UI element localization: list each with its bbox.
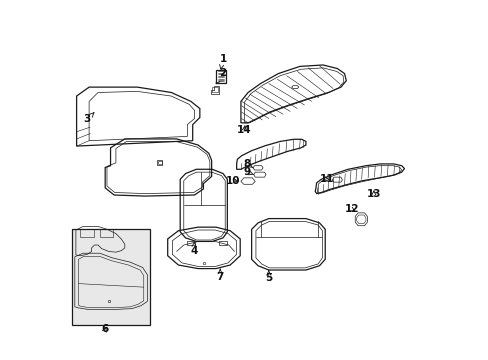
Text: 6: 6 bbox=[102, 324, 109, 334]
Text: 14: 14 bbox=[237, 125, 251, 135]
Text: 13: 13 bbox=[366, 189, 380, 199]
Text: 5: 5 bbox=[264, 270, 272, 283]
Text: 12: 12 bbox=[344, 204, 358, 214]
Text: 3: 3 bbox=[83, 113, 94, 124]
Text: 10: 10 bbox=[225, 176, 240, 186]
Text: 8: 8 bbox=[243, 158, 252, 168]
Bar bbox=[72, 229, 150, 325]
Text: 9: 9 bbox=[244, 167, 253, 177]
Text: 11: 11 bbox=[319, 174, 333, 184]
Text: 4: 4 bbox=[190, 242, 197, 256]
Text: 1: 1 bbox=[219, 54, 226, 69]
Text: 2: 2 bbox=[216, 68, 226, 84]
Text: 7: 7 bbox=[216, 269, 224, 282]
